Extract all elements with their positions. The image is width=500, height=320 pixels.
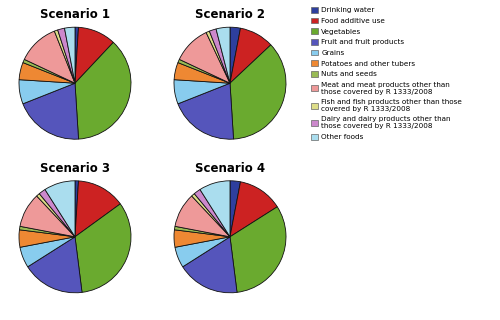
Wedge shape: [174, 230, 230, 247]
Wedge shape: [36, 194, 75, 237]
Text: Scenario 4: Scenario 4: [195, 162, 265, 175]
Wedge shape: [210, 29, 230, 83]
Wedge shape: [28, 237, 82, 293]
Wedge shape: [230, 182, 278, 237]
Wedge shape: [230, 28, 271, 83]
Wedge shape: [194, 189, 230, 237]
Wedge shape: [174, 63, 230, 83]
Wedge shape: [20, 196, 75, 237]
Wedge shape: [19, 80, 75, 104]
Wedge shape: [23, 59, 75, 83]
Wedge shape: [192, 194, 230, 237]
Text: Scenario 2: Scenario 2: [195, 8, 265, 21]
Wedge shape: [182, 237, 237, 293]
Text: Scenario 1: Scenario 1: [40, 8, 110, 21]
Wedge shape: [45, 181, 75, 237]
Wedge shape: [64, 27, 75, 83]
Text: Scenario 3: Scenario 3: [40, 162, 110, 175]
Wedge shape: [75, 181, 120, 237]
Wedge shape: [180, 33, 230, 83]
Wedge shape: [58, 28, 75, 83]
Wedge shape: [75, 27, 78, 83]
Wedge shape: [174, 226, 230, 237]
Wedge shape: [200, 181, 230, 237]
Wedge shape: [40, 189, 75, 237]
Wedge shape: [175, 196, 230, 237]
Wedge shape: [75, 181, 78, 237]
Wedge shape: [75, 42, 131, 139]
Wedge shape: [175, 237, 230, 267]
Wedge shape: [174, 80, 230, 104]
Wedge shape: [216, 27, 230, 83]
Wedge shape: [20, 226, 75, 237]
Wedge shape: [23, 83, 78, 139]
Wedge shape: [230, 27, 240, 83]
Wedge shape: [19, 230, 75, 247]
Wedge shape: [206, 31, 230, 83]
Wedge shape: [75, 27, 114, 83]
Legend: Drinking water, Food additive use, Vegetables, Fruit and fruit products, Grains,: Drinking water, Food additive use, Veget…: [311, 7, 462, 140]
Wedge shape: [230, 181, 240, 237]
Wedge shape: [230, 45, 286, 139]
Wedge shape: [178, 59, 230, 83]
Wedge shape: [24, 31, 75, 83]
Wedge shape: [75, 204, 131, 292]
Wedge shape: [178, 83, 234, 139]
Wedge shape: [230, 207, 286, 292]
Wedge shape: [54, 30, 75, 83]
Wedge shape: [19, 63, 75, 83]
Wedge shape: [20, 237, 75, 267]
